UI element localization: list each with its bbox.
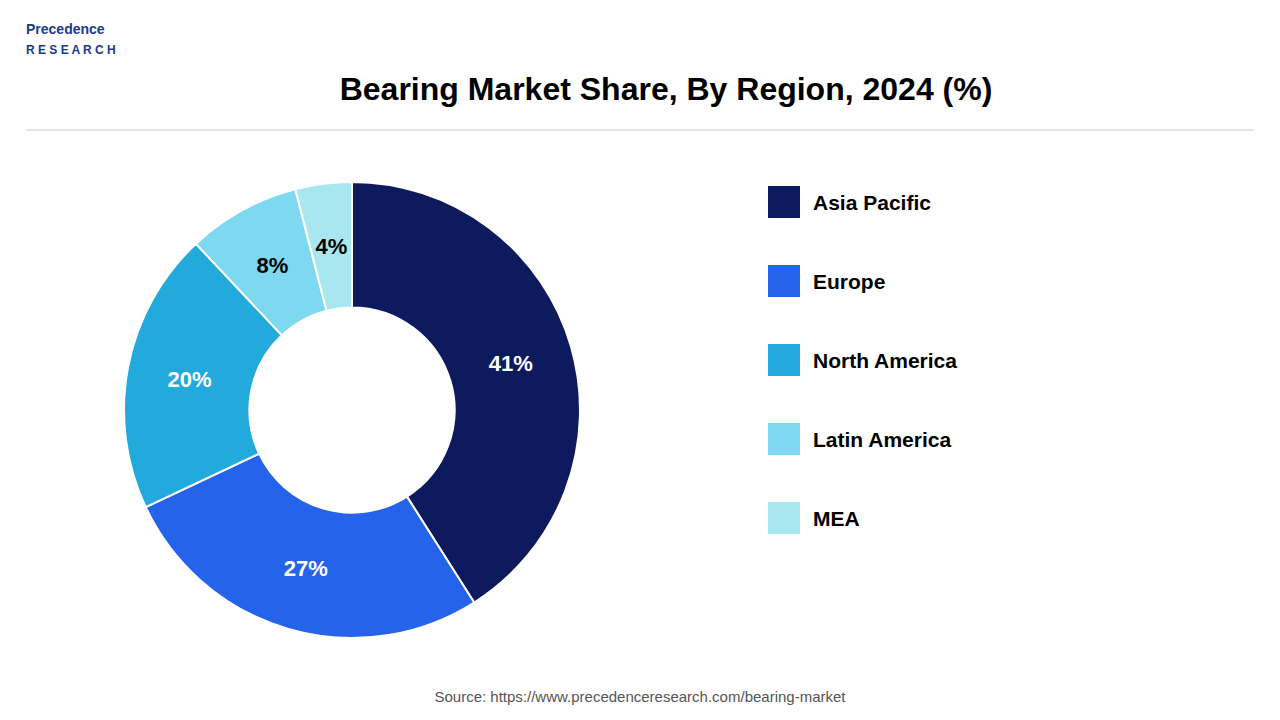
title: Bearing Market Share, By Region, 2024 (%… [340,71,993,107]
logo-text: R E S E A R C H [26,43,116,57]
legend-label: North America [813,349,957,372]
legend-swatch [768,502,800,534]
data-label: 4% [315,234,347,259]
logo-text: Precedence [26,21,105,37]
legend-swatch [768,423,800,455]
slice [295,182,352,311]
data-label: 27% [284,556,328,581]
data-label: 20% [168,367,212,392]
data-label: 8% [256,253,288,278]
legend-label: MEA [813,507,860,530]
separator [26,130,1254,131]
data-label: 41% [489,351,533,376]
legend-swatch [768,344,800,376]
donut [124,182,580,638]
legend-label: Europe [813,270,885,293]
legend: Asia Pacific Europe North America Latin Ame… [768,186,957,534]
legend-label: Asia Pacific [813,191,931,214]
legend-label: Latin America [813,428,951,451]
source: Source: https://www.precedenceresearch.c… [434,688,846,705]
chart: Precedence R E S E A R C H Bearing Market … [0,0,1280,720]
data-labels: 41% 27% 20% 8% 4% [168,234,533,582]
legend-swatch [768,186,800,218]
legend-swatch [768,265,800,297]
